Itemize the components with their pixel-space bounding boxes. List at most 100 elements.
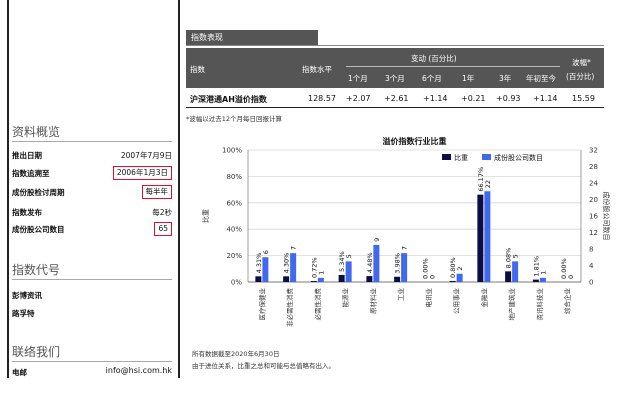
info-label: 成份股公司数目 [12,225,65,234]
y2-tick-label: 24 [589,180,598,188]
bar-count [512,261,519,282]
contact-rule [12,361,172,362]
left-panel: 资料概览 推出日期 2007年7月9日 指数追溯至 2006年1月3日 成份股检… [0,0,180,400]
row-change: +1.14 [423,94,448,103]
row-volatility: 15.59 [572,94,595,103]
bar-count [345,261,352,282]
codes-rule [12,279,172,280]
section-rule [186,45,604,46]
x-tick-label: 原材料业 [368,288,377,315]
row-change: +2.61 [384,94,409,103]
section-title: 指数表现 [186,30,318,45]
bar-weight [255,276,262,282]
y2-tick-label: 28 [589,163,598,171]
info-label: 推出日期 [12,151,42,160]
data-label-count: 6 [262,250,270,254]
y-tick-label: 80% [226,173,242,181]
x-tick-label: 必需性消费 [313,288,322,321]
data-label-weight: 0.80% [449,257,457,278]
bar-weight [505,271,512,282]
bar-weight [283,276,290,282]
data-label-weight: 0.00% [421,258,429,279]
period-header: 6个月 [422,74,442,83]
y-tick-label: 20% [226,252,242,260]
bar-count [456,273,463,282]
y2-tick-label: 8 [589,246,593,254]
x-tick-label: 地产建筑业 [507,288,516,321]
overview-rule [12,141,172,142]
col-index: 指数 [190,65,205,74]
email-label: 电邮 [12,368,27,377]
data-label-count: 7 [290,246,298,250]
row-change: +2.07 [346,94,371,103]
bar-weight [366,276,373,282]
period-header: 1个月 [348,74,368,83]
row-change: +0.21 [461,94,486,103]
info-row-backdated: 指数追溯至 2006年1月3日 [12,166,172,180]
period-header: 年初至今 [526,74,556,83]
info-value: 2007年7月9日 [120,151,172,160]
y-tick-label: 40% [226,226,242,234]
y-tick-label: 100% [222,147,242,155]
bar-weight [532,279,539,282]
row-name: 沪深港通AH溢价指数 [190,95,267,104]
codes-title: 指数代号 [12,263,61,277]
data-label-count: 9 [373,238,381,242]
col-change: 变动 (百分比) [411,54,457,63]
data-label-count: 0 [428,275,436,279]
data-label-count: 5 [512,254,520,258]
note-rounding: 由于进位关系，比重之总和可能与总值略有出入。 [192,362,335,370]
bar-weight [310,281,317,282]
bar-weight [394,276,401,282]
y-axis-label: 比重 [201,209,210,223]
data-label-weight: 0.00% [560,258,568,279]
change-rule [346,66,560,67]
bar-weight [338,274,345,282]
period-header: 3年 [499,74,512,83]
info-value-highlighted: 2006年1月3日 [112,166,172,180]
info-value-highlighted: 65 [154,222,172,236]
legend-swatch [442,154,451,160]
code-bloomberg: 彭博资讯 [12,291,42,300]
info-row-launch-date: 推出日期 2007年7月9日 [12,148,172,162]
y2-tick-label: 4 [589,262,594,270]
x-tick-label: 资讯科技业 [535,288,544,321]
data-label-weight: 66.17% [477,167,485,192]
period-header: 3个月 [385,74,405,83]
bar-weight [449,280,456,282]
data-label-weight: 4.48% [366,252,374,273]
data-label-count: 2 [456,267,464,271]
x-tick-label: 公用事业 [452,288,461,315]
x-tick-label: 非必需性消费 [285,288,294,328]
chart-title: 溢价指数行业比重 [383,136,447,146]
data-label-count: 22 [484,180,492,188]
x-tick-label: 工业 [396,288,405,302]
y2-axis-label: 成份股公司数目 [602,192,611,241]
row-level: 128.57 [308,94,336,103]
bar-count [484,191,491,282]
overview-title: 资料概览 [12,125,61,139]
data-label-weight: 4.30% [283,253,291,274]
data-label-count: 1 [317,271,325,275]
row-change: +0.93 [496,94,521,103]
bar-count [290,253,297,282]
data-label-weight: 5.34% [338,251,346,272]
right-border [178,0,180,378]
x-tick-label: 医疗保健业 [257,288,266,321]
y2-tick-label: 0 [589,279,593,287]
table-row: 沪深港通AH溢价指数 128.57 +2.07 +2.61 +1.14 +0.2… [186,90,604,108]
email-link[interactable]: info@hsi.com.hk [105,366,172,375]
table-header: 指数 指数水平 变动 (百分比) 1个月 3个月 6个月 1年 3年 年初至今 … [186,48,604,88]
data-label-weight: 8.08% [505,248,513,269]
data-label-count: 5 [345,254,353,258]
x-tick-label: 能源业 [341,288,350,308]
col-level: 指数水平 [302,65,332,74]
y2-tick-label: 32 [589,147,598,155]
info-value-highlighted: 每半年 [141,185,172,199]
legend-label: 比重 [454,153,468,162]
bar-count [373,244,380,282]
info-row-constituents: 成份股公司数目 65 [12,222,172,236]
note-date: 所有数据截至2020年6月30日 [192,350,280,358]
bar-count [262,257,269,282]
info-label: 成份股检讨周期 [12,188,65,197]
